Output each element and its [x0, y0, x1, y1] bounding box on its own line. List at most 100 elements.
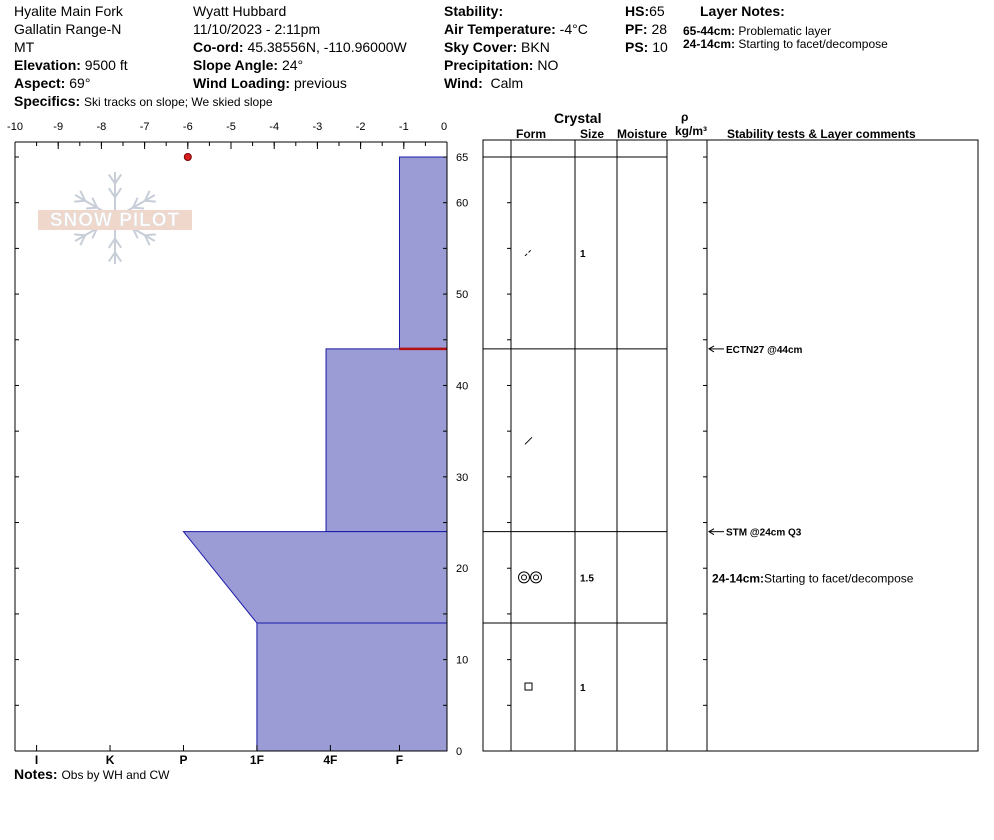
precip-field: Precipitation: NO [444, 57, 558, 74]
temp-tick-label: -7 [140, 121, 150, 133]
range-name: Gallatin Range-N [14, 21, 122, 37]
specifics-label: Specifics: [14, 93, 81, 109]
sky-cover-field: Sky Cover: BKN [444, 39, 550, 56]
temp-tick-label: -2 [356, 121, 366, 133]
flake-branch [91, 197, 98, 209]
specifics-value: Ski tracks on slope; We skied slope [84, 95, 273, 109]
hardness-tick-label: I [35, 753, 38, 767]
precip-value: NO [537, 57, 559, 73]
temp-tick-label: -5 [226, 121, 236, 133]
aspect-label: Aspect: [14, 75, 66, 91]
rounds-icon-inner [521, 574, 527, 581]
layer-note-2: 24-14cm: Starting to facet/decompose [683, 36, 888, 53]
notes-field: Notes: Obs by WH and CW [14, 766, 169, 784]
hardness-layer [325, 348, 448, 533]
slope-value: 24° [281, 57, 304, 73]
temp-tick-label: -6 [183, 121, 193, 133]
hardness-layer [398, 156, 448, 350]
decomposing-icon [524, 248, 533, 257]
aspect-value: 69° [69, 75, 91, 91]
hs-label: HS: [625, 3, 650, 19]
ps-value: 10 [652, 39, 668, 55]
temp-tick-label: -10 [7, 121, 23, 133]
elevation-field: Elevation: 9500 ft [14, 57, 128, 74]
hardness-tick-label: 4F [323, 753, 337, 767]
coord-value: 45.38556N, -110.96000W [247, 39, 407, 55]
flake-branch [86, 206, 98, 210]
specifics-field: Specifics: Ski tracks on slope; We skied… [14, 93, 273, 111]
layer-note-1: 65-44cm: Problematic layer [683, 23, 831, 40]
crystal-size: 1 [580, 249, 586, 260]
rounds-icon-inner [533, 574, 539, 581]
temp-tick-label: -9 [53, 121, 63, 133]
notes-value: Obs by WH and CW [61, 768, 170, 782]
elevation-value: 9500 ft [84, 57, 128, 73]
layer-comment-range: 24-14cm: [712, 571, 764, 585]
aspect-field: Aspect: 69° [14, 75, 90, 92]
hardness-tick-label: F [396, 753, 403, 767]
rho-header: ρ [681, 110, 689, 124]
coord-field: Co-ord: 45.38556N, -110.96000W [193, 39, 407, 56]
hardness-tick-label: P [179, 753, 187, 767]
flake-branch [132, 197, 139, 209]
temp-tick-label: -1 [399, 121, 409, 133]
stability-test-arrowhead [708, 528, 715, 536]
observer-name: Wyatt Hubbard [193, 3, 287, 19]
flake-branch [114, 251, 123, 263]
snowpilot-logo: SNOW PILOT [38, 172, 192, 264]
flake-branch [107, 238, 116, 249]
temp-tick-label: -8 [97, 121, 107, 133]
flake-branch [143, 234, 151, 246]
flake-branch [79, 190, 87, 202]
facets-icon [524, 682, 533, 691]
height-tick-label: 65 [456, 152, 468, 164]
hardness-tick-label: 1F [250, 753, 264, 767]
air-temp-field: Air Temperature: -4°C [444, 21, 588, 38]
stability-test-label: ECTN27 @44cm [726, 345, 803, 356]
flake-branch [79, 234, 87, 246]
state-name: MT [14, 39, 35, 55]
temp-tick-label: -4 [269, 121, 279, 133]
crystal-size: 1 [580, 683, 586, 694]
height-tick-label: 20 [456, 563, 468, 575]
coord-label: Co-ord: [193, 39, 244, 55]
moisture-header: Moisture [617, 127, 668, 141]
layer-comment-text: Starting to facet/decompose [764, 571, 914, 585]
hs-field: HS:65 [625, 3, 665, 20]
temp-tick-label: 0 [441, 121, 447, 133]
density-unit-header: kg/m³ [675, 124, 708, 138]
ps-field: PS: 10 [625, 39, 668, 56]
flake-branch [143, 190, 151, 202]
comments-header: Stability tests & Layer comments [727, 127, 916, 141]
flake-branch [114, 238, 123, 249]
layer-notes-title: Layer Notes: [700, 3, 785, 19]
air-temp-point [183, 153, 192, 161]
stability-test-label: STM @24cm Q3 [726, 528, 802, 539]
pf-label: PF: [625, 21, 648, 37]
height-tick-label: 40 [456, 380, 468, 392]
logo-band [38, 210, 192, 230]
observation-datetime: 11/10/2023 - 2:11pm [193, 21, 321, 37]
stability-field: Stability: [444, 3, 503, 20]
hardness-profile [182, 156, 448, 752]
flake-branch [107, 173, 116, 185]
logo-text: SNOW PILOT [50, 210, 180, 231]
air-temp-label: Air Temperature: [444, 21, 556, 37]
hardness-tick-label: K [106, 753, 115, 767]
decomposing-icon [524, 436, 533, 445]
flake-branch [107, 251, 116, 263]
temp-tick-label: -3 [313, 121, 323, 133]
layer-table: 1 1.5 1 ECTN27 @44cm STM @24cm Q3 24-14cm: Sta… [482, 139, 979, 752]
flake-branch [74, 233, 86, 237]
table-frame [482, 139, 979, 752]
flake-branch [91, 227, 98, 239]
flake-branch [132, 206, 144, 210]
flake-branch [114, 187, 123, 198]
height-tick-label: 0 [456, 746, 462, 758]
rounds-icon [530, 571, 542, 584]
pf-field: PF: 28 [625, 21, 667, 38]
slope-field: Slope Angle: 24° [193, 57, 303, 74]
stability-test-arrowhead [708, 345, 715, 353]
